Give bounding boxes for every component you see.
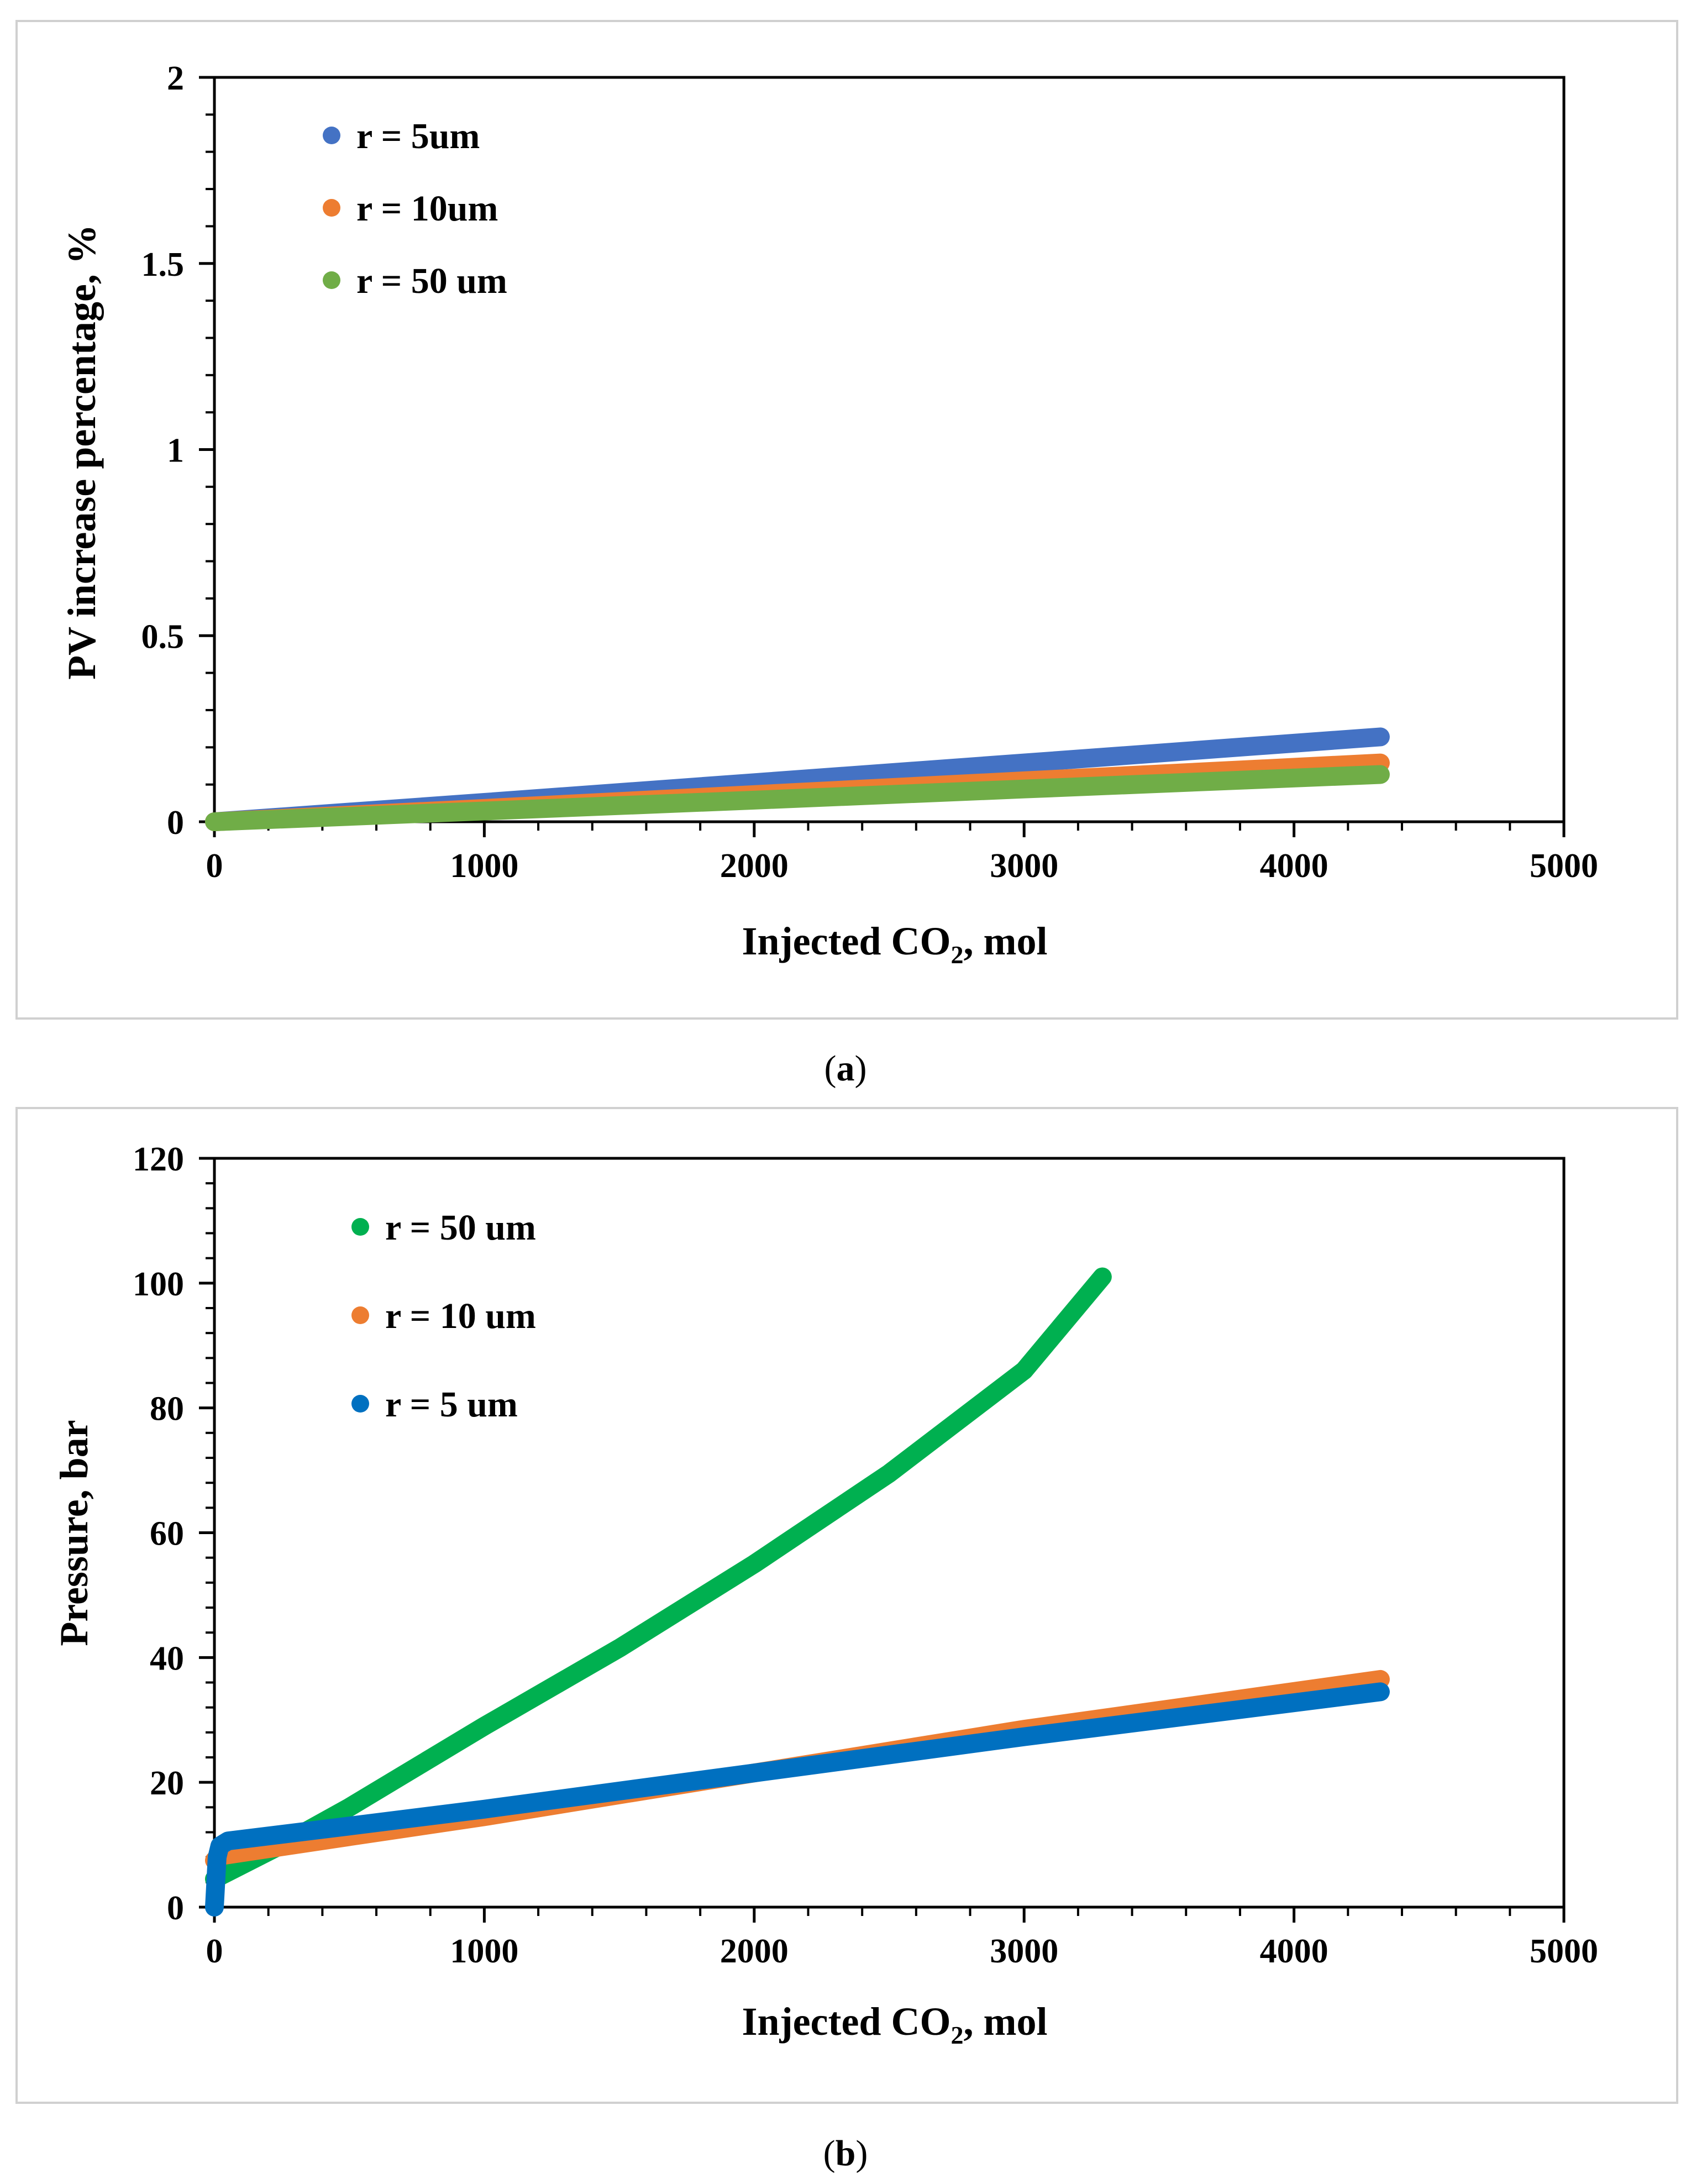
panel-a-caption: (a) [825,1048,867,1089]
panel-a-plot-area [213,76,1566,823]
panel-a-y-tick-labels: 0 0.5 1 1.5 2 [141,60,185,842]
x-tick-label: 3000 [990,1933,1058,1970]
panel-a-x-axis-title: Injected CO2, mol [742,919,1048,969]
y-tick-label: 2 [167,60,184,97]
legend-marker [323,199,340,217]
panel-a-series [205,727,1390,831]
y-tick-label: 0.5 [141,618,185,655]
x-tick-label: 0 [206,847,223,885]
legend-marker [323,271,340,289]
y-tick-label: 20 [150,1765,184,1802]
y-tick-label: 100 [133,1266,184,1303]
panel-b-caption: (b) [823,2133,868,2174]
panel-b-y-tick-labels: 0 20 40 60 80 100 120 [133,1141,184,1927]
panel-a: 0 1000 2000 3000 4000 5000 00.511.52 r = 5umr… [15,20,1678,1089]
panel-b-legend: r = 50 um r = 10 um r = 5 um [351,1208,536,1425]
legend-label: r = 5 um [385,1384,518,1425]
legend-label: r = 50 um [385,1208,536,1248]
x-tick-label: 0 [206,1933,223,1970]
panel-b-series [205,1267,1390,1917]
x-tick-label: 4000 [1260,1933,1328,1970]
y-tick-label: 1 [167,432,184,470]
legend-marker [351,1306,369,1324]
panel-a-y-axis-title: PV increase percentage, % [60,224,104,680]
y-tick-label: 60 [150,1515,184,1553]
panel-b-x-axis-title: Injected CO2, mol [742,1999,1048,2049]
y-tick-label: 1.5 [141,246,185,284]
x-tick-label: 2000 [720,847,789,885]
legend-label: r = 10 um [385,1296,536,1336]
legend-marker [351,1218,369,1236]
x-tick-label: 1000 [450,847,518,885]
series-line-3 [205,765,1390,831]
legend-marker [351,1395,369,1413]
legend-marker [323,127,340,144]
panel-a-legend: r = 5um r = 10um r = 50 um [323,116,507,301]
legend-label: r = 50 um [356,261,507,301]
series-line-3 [205,1682,1390,1917]
legend-label: r = 10um [356,188,498,229]
panel-b: 0 1000 2000 3000 4000 5000 0 20 40 60 80 100 120 r … [15,1107,1678,2174]
x-tick-label: 1000 [450,1933,518,1970]
panel-b-plot-area [213,1157,1566,1909]
panel-a-x-tick-labels: 0 1000 2000 3000 4000 5000 [206,847,1599,885]
legend-label: r = 5um [356,116,480,156]
y-tick-label: 0 [167,1889,184,1927]
series-start-point [206,1899,223,1915]
y-tick-label: 40 [150,1640,184,1677]
y-tick-label: 0 [167,804,184,842]
x-tick-label: 2000 [720,1933,789,1970]
panel-b-x-tick-labels: 0 1000 2000 3000 4000 5000 [206,1933,1599,1970]
y-tick-label: 80 [150,1390,184,1428]
x-tick-label: 5000 [1530,847,1598,885]
x-tick-label: 3000 [990,847,1058,885]
panel-b-major-ticks [199,1157,1566,1923]
x-tick-label: 5000 [1530,1933,1598,1970]
y-tick-label: 120 [133,1141,184,1178]
x-tick-label: 4000 [1260,847,1328,885]
panel-b-y-axis-title: Pressure, bar [52,1420,96,1646]
